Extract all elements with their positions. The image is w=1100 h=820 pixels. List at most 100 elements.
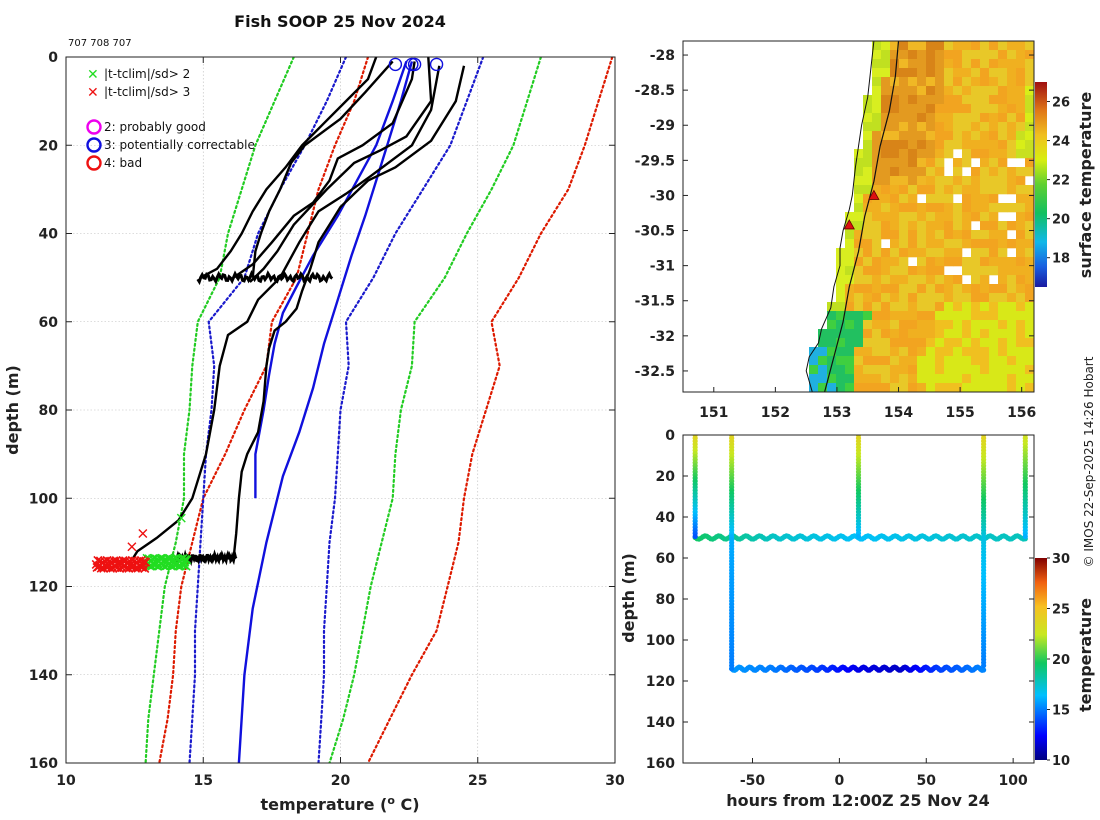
sst-cell bbox=[971, 176, 981, 186]
sst-cell bbox=[944, 239, 954, 249]
sst-cell bbox=[836, 302, 846, 312]
sst-cell bbox=[962, 356, 972, 366]
sst-cell bbox=[881, 302, 891, 312]
sst-cell bbox=[935, 167, 945, 177]
sst-cell bbox=[872, 248, 882, 258]
sst-cell bbox=[1007, 320, 1017, 330]
sst-cell bbox=[890, 149, 900, 159]
sst-cell bbox=[971, 239, 981, 249]
sst-cell bbox=[881, 167, 891, 177]
sst-cell bbox=[989, 149, 999, 159]
y-tick-label: 0 bbox=[48, 50, 58, 66]
sst-cell bbox=[1025, 329, 1034, 339]
profile-panel: Fish SOOP 25 Nov 2024 707 708 707 10 15 20… bbox=[3, 12, 625, 814]
sst-cell bbox=[899, 113, 909, 123]
sst-cell bbox=[1016, 383, 1026, 392]
sst-cell bbox=[980, 230, 990, 240]
sst-cell bbox=[872, 266, 882, 276]
sst-cell bbox=[998, 203, 1008, 213]
sst-cell bbox=[881, 140, 891, 150]
sst-cell bbox=[863, 248, 873, 258]
sst-cell bbox=[890, 248, 900, 258]
sst-cell bbox=[926, 275, 936, 285]
x-tick-label: 15 bbox=[194, 773, 213, 789]
sst-cell bbox=[980, 68, 990, 78]
sst-cell bbox=[1025, 167, 1034, 177]
sst-cell bbox=[872, 140, 882, 150]
sst-cell bbox=[872, 122, 882, 132]
sst-cell bbox=[989, 113, 999, 123]
map-frame bbox=[682, 40, 1035, 393]
sst-cell bbox=[944, 140, 954, 150]
sst-cell bbox=[953, 248, 963, 258]
sst-cell bbox=[917, 266, 927, 276]
sst-cell bbox=[989, 329, 999, 339]
sst-cell bbox=[980, 176, 990, 186]
sst-cell bbox=[1025, 185, 1034, 195]
sst-cell bbox=[809, 356, 819, 366]
sst-cell bbox=[854, 212, 864, 222]
sst-cell bbox=[944, 293, 954, 303]
sst-cell bbox=[944, 68, 954, 78]
sst-cell bbox=[998, 140, 1008, 150]
sst-cell bbox=[953, 41, 963, 51]
sst-cell bbox=[818, 347, 828, 357]
sst-cell bbox=[989, 374, 999, 384]
sst-cell bbox=[1007, 311, 1017, 321]
sst-cell bbox=[998, 329, 1008, 339]
sst-cell bbox=[1025, 41, 1034, 51]
sst-cell bbox=[935, 140, 945, 150]
sst-cell bbox=[908, 131, 918, 141]
sst-cell bbox=[989, 383, 999, 392]
sst-cell bbox=[899, 248, 909, 258]
sst-cell bbox=[917, 68, 927, 78]
sst-cell bbox=[1025, 248, 1034, 258]
section-y-tick-label: 80 bbox=[656, 592, 676, 608]
sst-cell bbox=[980, 266, 990, 276]
sst-cell bbox=[899, 158, 909, 168]
sst-cell bbox=[926, 338, 936, 348]
sst-colorbar-label: surface temperature bbox=[1076, 92, 1095, 279]
sst-cell bbox=[872, 68, 882, 78]
sst-cell bbox=[863, 230, 873, 240]
sst-cell bbox=[935, 158, 945, 168]
sst-cell bbox=[1025, 194, 1034, 204]
sst-cell bbox=[908, 86, 918, 96]
sst-cell bbox=[944, 77, 954, 87]
sst-cell bbox=[971, 257, 981, 267]
sst-cell bbox=[980, 248, 990, 258]
sst-cell bbox=[1025, 293, 1034, 303]
sst-cell bbox=[980, 257, 990, 267]
sst-cell bbox=[944, 365, 954, 375]
sst-cell bbox=[1016, 104, 1026, 114]
sst-cell bbox=[935, 149, 945, 159]
sst-cell bbox=[908, 203, 918, 213]
sst-cell bbox=[863, 257, 873, 267]
sst-cell bbox=[971, 41, 981, 51]
sst-cell bbox=[1025, 257, 1034, 267]
sst-cell bbox=[917, 230, 927, 240]
sst-cell bbox=[890, 50, 900, 60]
sst-cell bbox=[989, 77, 999, 87]
sst-cell bbox=[1007, 95, 1017, 105]
map-x-tick-label: 155 bbox=[945, 405, 974, 421]
sst-cell bbox=[1016, 77, 1026, 87]
sst-cell bbox=[899, 284, 909, 294]
sst-cell bbox=[881, 149, 891, 159]
sst-cell bbox=[881, 275, 891, 285]
sst-cell bbox=[890, 257, 900, 267]
legend-entry-sd3: ✕ |t-tclim|/sd> 3 bbox=[87, 85, 190, 101]
sst-cell bbox=[1007, 284, 1017, 294]
sst-cell bbox=[908, 347, 918, 357]
sst-cell bbox=[890, 104, 900, 114]
sst-cell bbox=[845, 338, 855, 348]
sst-cell bbox=[863, 203, 873, 213]
cast-marker bbox=[843, 219, 855, 230]
sst-cell bbox=[944, 356, 954, 366]
sst-cell bbox=[872, 311, 882, 321]
sst-cell bbox=[899, 167, 909, 177]
sst-cell bbox=[926, 41, 936, 51]
sst-colorbar-ticks: 18 20 22 24 26 bbox=[1047, 96, 1070, 267]
sst-cell bbox=[935, 239, 945, 249]
flag-cross-sd3 bbox=[127, 542, 137, 552]
